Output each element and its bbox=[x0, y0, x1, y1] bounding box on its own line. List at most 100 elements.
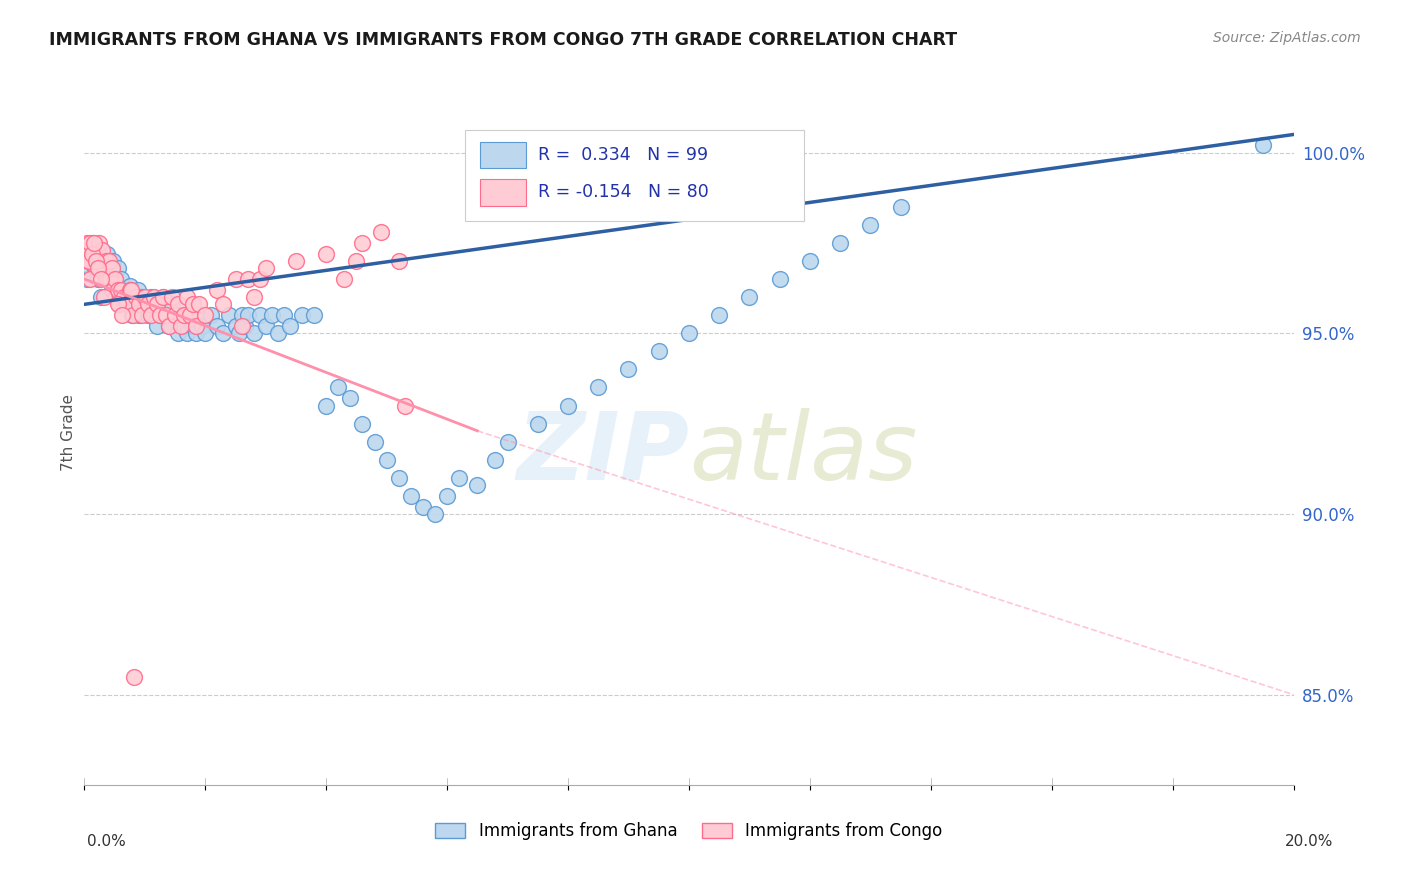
Text: IMMIGRANTS FROM GHANA VS IMMIGRANTS FROM CONGO 7TH GRADE CORRELATION CHART: IMMIGRANTS FROM GHANA VS IMMIGRANTS FROM… bbox=[49, 31, 957, 49]
Point bbox=[328, 380, 350, 394]
Point bbox=[97, 254, 120, 268]
Point bbox=[291, 308, 314, 322]
Point bbox=[375, 452, 398, 467]
Point bbox=[90, 272, 112, 286]
Point bbox=[121, 290, 143, 304]
Point bbox=[188, 297, 211, 311]
Point bbox=[79, 261, 101, 276]
Point bbox=[93, 261, 115, 276]
Point bbox=[76, 235, 98, 250]
Point bbox=[115, 297, 138, 311]
Point bbox=[890, 200, 912, 214]
Point bbox=[120, 283, 142, 297]
Point bbox=[86, 254, 108, 268]
Point bbox=[412, 500, 434, 514]
Point bbox=[588, 380, 610, 394]
Point bbox=[107, 297, 129, 311]
Point bbox=[370, 225, 392, 239]
Point bbox=[394, 399, 416, 413]
Point bbox=[436, 489, 458, 503]
Point bbox=[146, 318, 169, 333]
Point bbox=[200, 308, 222, 322]
Point bbox=[91, 261, 114, 276]
Point bbox=[112, 290, 135, 304]
Point bbox=[121, 308, 143, 322]
Point bbox=[152, 290, 174, 304]
Point bbox=[231, 308, 253, 322]
Point bbox=[333, 272, 356, 286]
Point bbox=[128, 297, 150, 311]
Text: atlas: atlas bbox=[689, 409, 917, 500]
Y-axis label: 7th Grade: 7th Grade bbox=[60, 394, 76, 471]
Point bbox=[80, 246, 103, 260]
Point bbox=[423, 507, 446, 521]
Point bbox=[242, 290, 264, 304]
Point bbox=[118, 283, 141, 297]
Point bbox=[830, 235, 852, 250]
Point bbox=[94, 272, 117, 286]
Point bbox=[170, 308, 193, 322]
Point bbox=[77, 254, 100, 268]
Point bbox=[111, 308, 134, 322]
Point bbox=[104, 272, 127, 286]
Point bbox=[648, 344, 671, 359]
Point bbox=[90, 290, 112, 304]
Point bbox=[236, 308, 259, 322]
Point bbox=[709, 308, 731, 322]
Point bbox=[242, 326, 264, 341]
Text: 0.0%: 0.0% bbox=[87, 834, 127, 849]
Point bbox=[207, 318, 229, 333]
Point bbox=[194, 308, 217, 322]
Point bbox=[84, 254, 107, 268]
Point bbox=[89, 246, 111, 260]
Point bbox=[260, 308, 283, 322]
Point bbox=[149, 308, 172, 322]
Point bbox=[149, 308, 172, 322]
Point bbox=[84, 254, 107, 268]
Point bbox=[218, 308, 240, 322]
Point bbox=[87, 261, 110, 276]
Point bbox=[467, 478, 489, 492]
Point bbox=[93, 254, 115, 268]
Point bbox=[155, 308, 177, 322]
Point bbox=[191, 318, 214, 333]
Point bbox=[118, 279, 141, 293]
Point bbox=[186, 326, 208, 341]
Point bbox=[108, 297, 131, 311]
Point bbox=[799, 254, 821, 268]
Point bbox=[103, 283, 125, 297]
Point bbox=[76, 272, 98, 286]
Point bbox=[225, 318, 247, 333]
Bar bbox=[465, 129, 804, 221]
Point bbox=[176, 290, 198, 304]
Point bbox=[96, 272, 118, 286]
Point bbox=[173, 318, 195, 333]
Point bbox=[170, 318, 193, 333]
Point bbox=[77, 254, 100, 268]
Point bbox=[249, 308, 271, 322]
Point bbox=[121, 308, 143, 322]
Point bbox=[449, 471, 471, 485]
Point bbox=[1253, 138, 1275, 153]
Point bbox=[155, 308, 177, 322]
Point bbox=[94, 254, 117, 268]
Point bbox=[142, 297, 165, 311]
Point bbox=[77, 254, 100, 268]
Point bbox=[181, 318, 204, 333]
Point bbox=[83, 235, 105, 250]
Point bbox=[86, 246, 108, 260]
Point bbox=[527, 417, 550, 431]
Point bbox=[146, 297, 169, 311]
Point bbox=[152, 290, 174, 304]
Bar bbox=[479, 142, 526, 169]
Point bbox=[98, 272, 121, 286]
Point bbox=[122, 669, 145, 683]
Point bbox=[278, 318, 301, 333]
Point bbox=[859, 218, 882, 232]
Point bbox=[160, 290, 183, 304]
Point bbox=[352, 235, 374, 250]
Point bbox=[84, 261, 107, 276]
Point bbox=[125, 297, 148, 311]
Point bbox=[107, 261, 129, 276]
Point bbox=[678, 326, 700, 341]
